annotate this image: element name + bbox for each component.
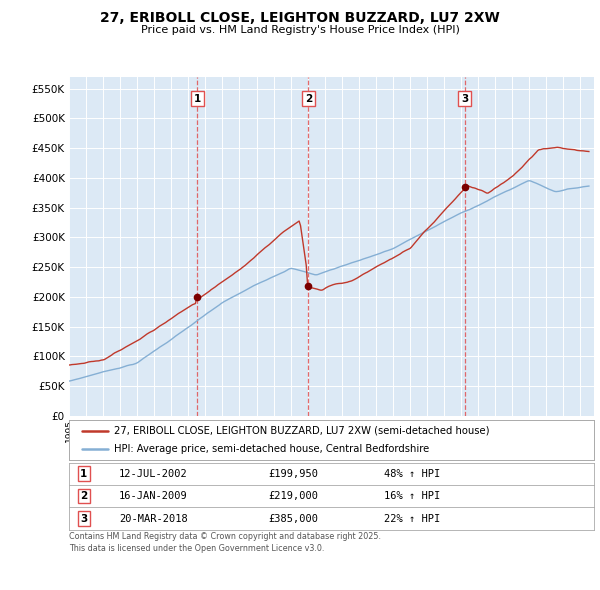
Text: 22% ↑ HPI: 22% ↑ HPI [384,514,440,523]
Text: 27, ERIBOLL CLOSE, LEIGHTON BUZZARD, LU7 2XW (semi-detached house): 27, ERIBOLL CLOSE, LEIGHTON BUZZARD, LU7… [113,426,489,436]
Text: 1: 1 [194,94,201,104]
Text: 3: 3 [461,94,468,104]
Text: 20-MAR-2018: 20-MAR-2018 [119,514,188,523]
Text: £219,000: £219,000 [269,491,319,501]
Text: 3: 3 [80,514,88,523]
Text: 1: 1 [80,469,88,478]
Text: HPI: Average price, semi-detached house, Central Bedfordshire: HPI: Average price, semi-detached house,… [113,444,429,454]
Text: 16% ↑ HPI: 16% ↑ HPI [384,491,440,501]
Text: £199,950: £199,950 [269,469,319,478]
Text: 2: 2 [80,491,88,501]
Text: Contains HM Land Registry data © Crown copyright and database right 2025.
This d: Contains HM Land Registry data © Crown c… [69,532,381,553]
Text: 16-JAN-2009: 16-JAN-2009 [119,491,188,501]
Text: 27, ERIBOLL CLOSE, LEIGHTON BUZZARD, LU7 2XW: 27, ERIBOLL CLOSE, LEIGHTON BUZZARD, LU7… [100,11,500,25]
Text: Price paid vs. HM Land Registry's House Price Index (HPI): Price paid vs. HM Land Registry's House … [140,25,460,35]
Text: 12-JUL-2002: 12-JUL-2002 [119,469,188,478]
Text: £385,000: £385,000 [269,514,319,523]
Text: 2: 2 [305,94,312,104]
Text: 48% ↑ HPI: 48% ↑ HPI [384,469,440,478]
